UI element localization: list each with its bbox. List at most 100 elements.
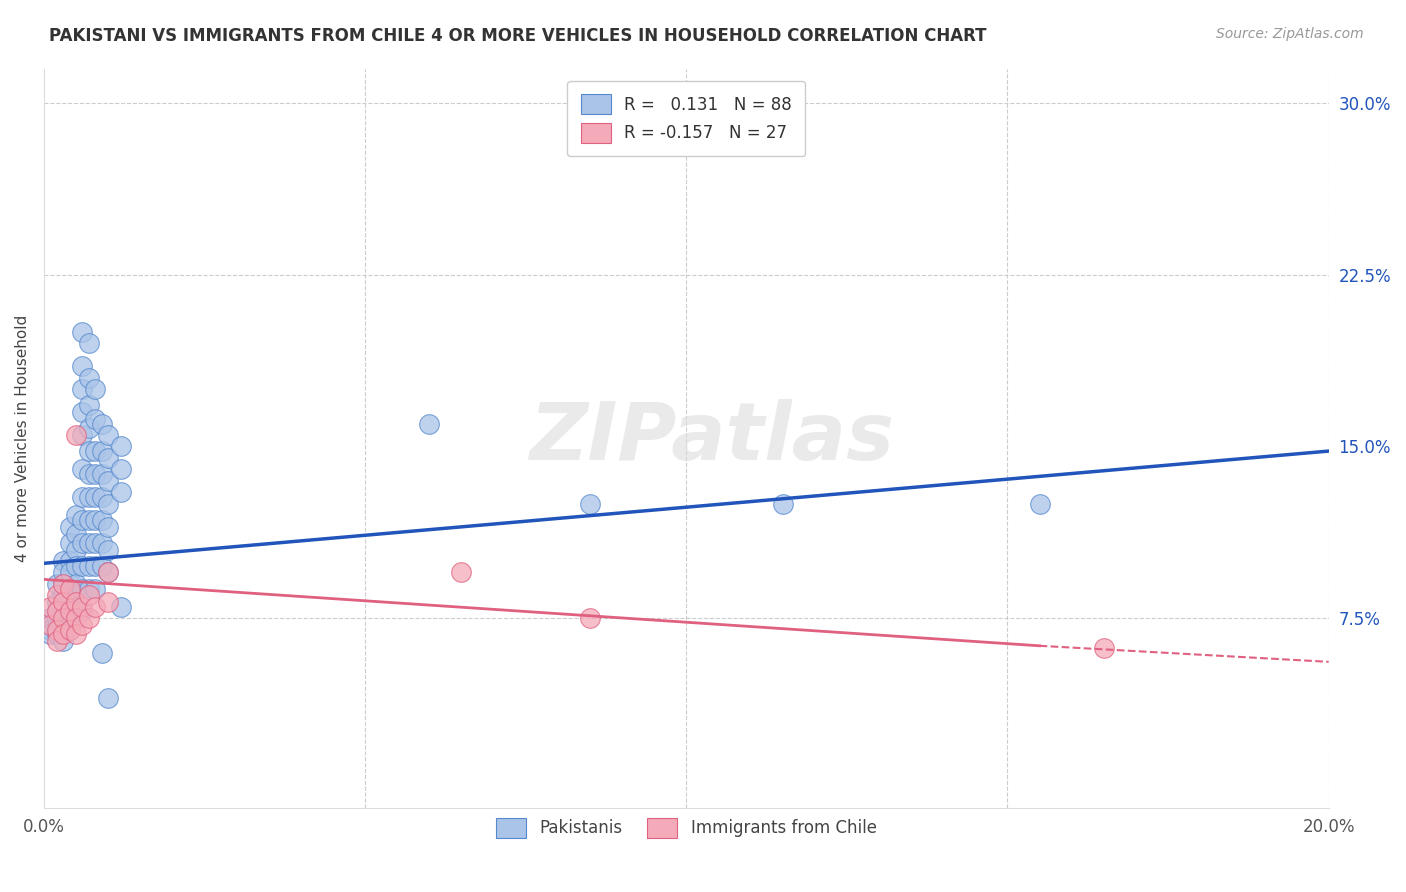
Point: [39, 627, 62, 641]
Point: [110, 485, 132, 500]
Point: [97, 519, 120, 533]
Point: [72, 513, 94, 527]
Point: [45, 595, 67, 609]
Point: [84, 558, 107, 573]
Point: [97, 497, 120, 511]
Point: [77, 513, 100, 527]
Y-axis label: 4 or more Vehicles in Household: 4 or more Vehicles in Household: [15, 315, 30, 562]
Point: [90, 417, 112, 431]
Point: [52, 595, 75, 609]
Point: [77, 444, 100, 458]
Point: [39, 599, 62, 614]
Point: [77, 421, 100, 435]
Point: [77, 336, 100, 351]
Point: [72, 535, 94, 549]
Point: [45, 634, 67, 648]
Point: [65, 542, 87, 557]
Point: [84, 490, 107, 504]
Point: [84, 467, 107, 481]
Point: [72, 428, 94, 442]
Point: [65, 428, 87, 442]
Point: [45, 627, 67, 641]
Point: [72, 462, 94, 476]
Point: [97, 595, 120, 609]
Point: [90, 467, 112, 481]
Point: [58, 582, 80, 596]
Point: [1092, 641, 1115, 656]
Point: [52, 577, 75, 591]
Point: [77, 582, 100, 596]
Point: [72, 604, 94, 618]
Point: [72, 405, 94, 419]
Point: [65, 595, 87, 609]
Point: [90, 646, 112, 660]
Point: [97, 428, 120, 442]
Text: Source: ZipAtlas.com: Source: ZipAtlas.com: [1216, 27, 1364, 41]
Point: [72, 558, 94, 573]
Point: [52, 627, 75, 641]
Point: [97, 542, 120, 557]
Point: [65, 604, 87, 618]
Point: [52, 577, 75, 591]
Point: [65, 508, 87, 523]
Point: [65, 558, 87, 573]
Point: [110, 462, 132, 476]
Point: [58, 535, 80, 549]
Point: [45, 604, 67, 618]
Point: [110, 599, 132, 614]
Point: [110, 440, 132, 454]
Point: [579, 497, 602, 511]
Point: [72, 359, 94, 374]
Point: [65, 627, 87, 641]
Point: [72, 618, 94, 632]
Point: [58, 611, 80, 625]
Point: [39, 611, 62, 625]
Point: [418, 417, 440, 431]
Point: [84, 535, 107, 549]
Point: [90, 558, 112, 573]
Point: [52, 611, 75, 625]
Point: [58, 595, 80, 609]
Point: [52, 634, 75, 648]
Point: [45, 604, 67, 618]
Point: [84, 412, 107, 426]
Point: [97, 566, 120, 580]
Point: [45, 577, 67, 591]
Point: [58, 623, 80, 637]
Legend: Pakistanis, Immigrants from Chile: Pakistanis, Immigrants from Chile: [489, 811, 883, 845]
Point: [90, 490, 112, 504]
Text: PAKISTANI VS IMMIGRANTS FROM CHILE 4 OR MORE VEHICLES IN HOUSEHOLD CORRELATION C: PAKISTANI VS IMMIGRANTS FROM CHILE 4 OR …: [49, 27, 987, 45]
Point: [52, 566, 75, 580]
Point: [52, 604, 75, 618]
Point: [84, 513, 107, 527]
Point: [97, 566, 120, 580]
Point: [72, 382, 94, 396]
Point: [77, 398, 100, 412]
Point: [450, 566, 472, 580]
Point: [77, 611, 100, 625]
Point: [84, 382, 107, 396]
Point: [84, 599, 107, 614]
Point: [772, 497, 794, 511]
Point: [45, 623, 67, 637]
Point: [45, 611, 67, 625]
Point: [90, 513, 112, 527]
Point: [77, 558, 100, 573]
Point: [58, 604, 80, 618]
Point: [77, 467, 100, 481]
Point: [72, 490, 94, 504]
Point: [72, 325, 94, 339]
Point: [39, 618, 62, 632]
Point: [84, 444, 107, 458]
Point: [52, 588, 75, 602]
Point: [77, 535, 100, 549]
Point: [58, 566, 80, 580]
Point: [97, 691, 120, 706]
Point: [579, 611, 602, 625]
Point: [45, 623, 67, 637]
Point: [90, 444, 112, 458]
Point: [52, 611, 75, 625]
Point: [97, 474, 120, 488]
Point: [65, 611, 87, 625]
Point: [72, 582, 94, 596]
